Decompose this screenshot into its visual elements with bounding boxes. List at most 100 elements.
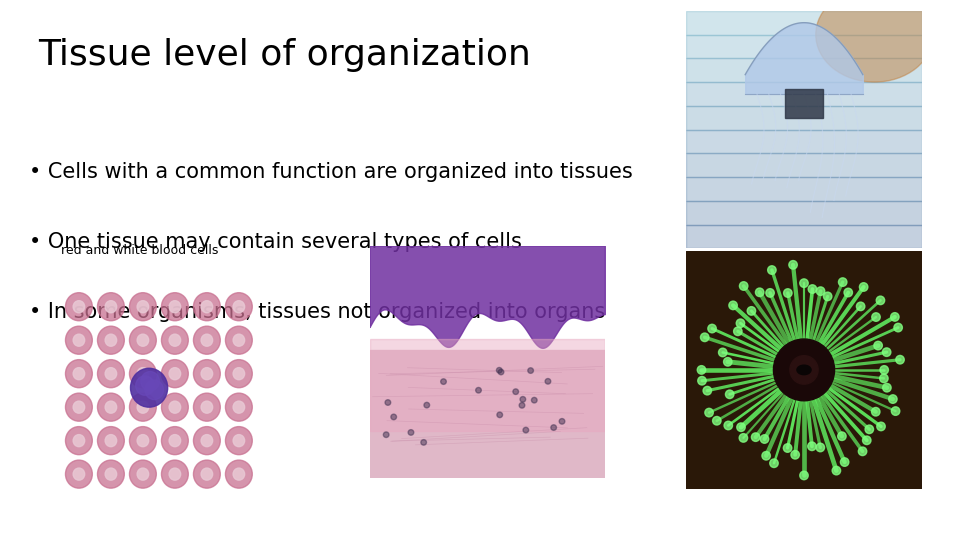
- Circle shape: [169, 401, 180, 413]
- Circle shape: [106, 301, 117, 313]
- Circle shape: [791, 450, 800, 459]
- Circle shape: [874, 341, 882, 350]
- Circle shape: [858, 447, 867, 456]
- Circle shape: [106, 468, 117, 480]
- Circle shape: [106, 401, 117, 413]
- Circle shape: [770, 459, 779, 468]
- Circle shape: [73, 435, 84, 447]
- Circle shape: [891, 313, 900, 321]
- Circle shape: [130, 460, 156, 488]
- Circle shape: [98, 393, 125, 421]
- Circle shape: [226, 393, 252, 421]
- Circle shape: [498, 369, 504, 375]
- Circle shape: [161, 326, 188, 354]
- Circle shape: [201, 301, 213, 313]
- Circle shape: [73, 334, 84, 346]
- Circle shape: [882, 383, 891, 392]
- Circle shape: [894, 323, 902, 332]
- Bar: [370, 339, 605, 431]
- Circle shape: [65, 326, 92, 354]
- Circle shape: [891, 407, 900, 415]
- Circle shape: [137, 401, 149, 413]
- Circle shape: [739, 282, 748, 291]
- Circle shape: [705, 408, 713, 417]
- Circle shape: [733, 327, 742, 335]
- Circle shape: [233, 334, 245, 346]
- Circle shape: [106, 368, 117, 380]
- Bar: [686, 11, 922, 35]
- Circle shape: [816, 443, 825, 452]
- Circle shape: [201, 468, 213, 480]
- Circle shape: [726, 390, 733, 399]
- Circle shape: [789, 261, 798, 269]
- Circle shape: [441, 379, 446, 384]
- Text: many types of cells in skin: many types of cells in skin: [420, 397, 588, 410]
- Text: • In some organisms, tissues not organized into organs: • In some organisms, tissues not organiz…: [29, 302, 605, 322]
- Circle shape: [130, 427, 156, 455]
- Ellipse shape: [797, 365, 811, 375]
- Circle shape: [65, 360, 92, 388]
- Circle shape: [736, 319, 745, 328]
- Bar: [686, 106, 922, 130]
- Circle shape: [73, 368, 84, 380]
- Circle shape: [98, 427, 125, 455]
- Circle shape: [169, 334, 180, 346]
- Circle shape: [724, 357, 732, 366]
- Circle shape: [106, 334, 117, 346]
- Text: red and white blood cells: red and white blood cells: [60, 244, 218, 256]
- Circle shape: [226, 360, 252, 388]
- Circle shape: [519, 402, 525, 408]
- Circle shape: [824, 292, 832, 301]
- Circle shape: [865, 425, 874, 434]
- Text: • Cells with a common function are organized into tissues: • Cells with a common function are organ…: [29, 162, 633, 182]
- Circle shape: [98, 326, 125, 354]
- Circle shape: [226, 326, 252, 354]
- Circle shape: [729, 301, 737, 309]
- Circle shape: [73, 401, 84, 413]
- Circle shape: [73, 301, 84, 313]
- Circle shape: [169, 301, 180, 313]
- Circle shape: [130, 326, 156, 354]
- Circle shape: [876, 296, 885, 305]
- Circle shape: [882, 348, 891, 356]
- Circle shape: [889, 395, 897, 403]
- Circle shape: [559, 418, 564, 424]
- Circle shape: [808, 285, 817, 293]
- Circle shape: [201, 435, 213, 447]
- Circle shape: [762, 451, 770, 460]
- Circle shape: [65, 460, 92, 488]
- Circle shape: [161, 460, 188, 488]
- Circle shape: [424, 402, 430, 408]
- Circle shape: [161, 427, 188, 455]
- Circle shape: [383, 432, 389, 437]
- Circle shape: [774, 339, 834, 401]
- Circle shape: [790, 356, 818, 384]
- Circle shape: [391, 414, 396, 420]
- Circle shape: [194, 326, 220, 354]
- Circle shape: [513, 389, 518, 394]
- Circle shape: [872, 408, 880, 416]
- Text: • One tissue may contain several types of cells: • One tissue may contain several types o…: [29, 232, 521, 252]
- Circle shape: [496, 368, 502, 373]
- Circle shape: [385, 400, 391, 406]
- Circle shape: [130, 360, 156, 388]
- Circle shape: [876, 422, 885, 431]
- Circle shape: [768, 266, 776, 274]
- Bar: [686, 153, 922, 177]
- Circle shape: [130, 393, 156, 421]
- Circle shape: [137, 334, 149, 346]
- Circle shape: [724, 421, 732, 430]
- Circle shape: [65, 427, 92, 455]
- Bar: [686, 35, 922, 58]
- Circle shape: [169, 435, 180, 447]
- Bar: [370, 350, 605, 478]
- Circle shape: [476, 388, 481, 393]
- Circle shape: [816, 287, 825, 295]
- Circle shape: [233, 368, 245, 380]
- Circle shape: [528, 368, 534, 373]
- Circle shape: [880, 366, 888, 374]
- Circle shape: [233, 468, 245, 480]
- Text: Tissue level of organization: Tissue level of organization: [38, 38, 531, 72]
- Circle shape: [844, 288, 852, 297]
- Circle shape: [783, 444, 792, 453]
